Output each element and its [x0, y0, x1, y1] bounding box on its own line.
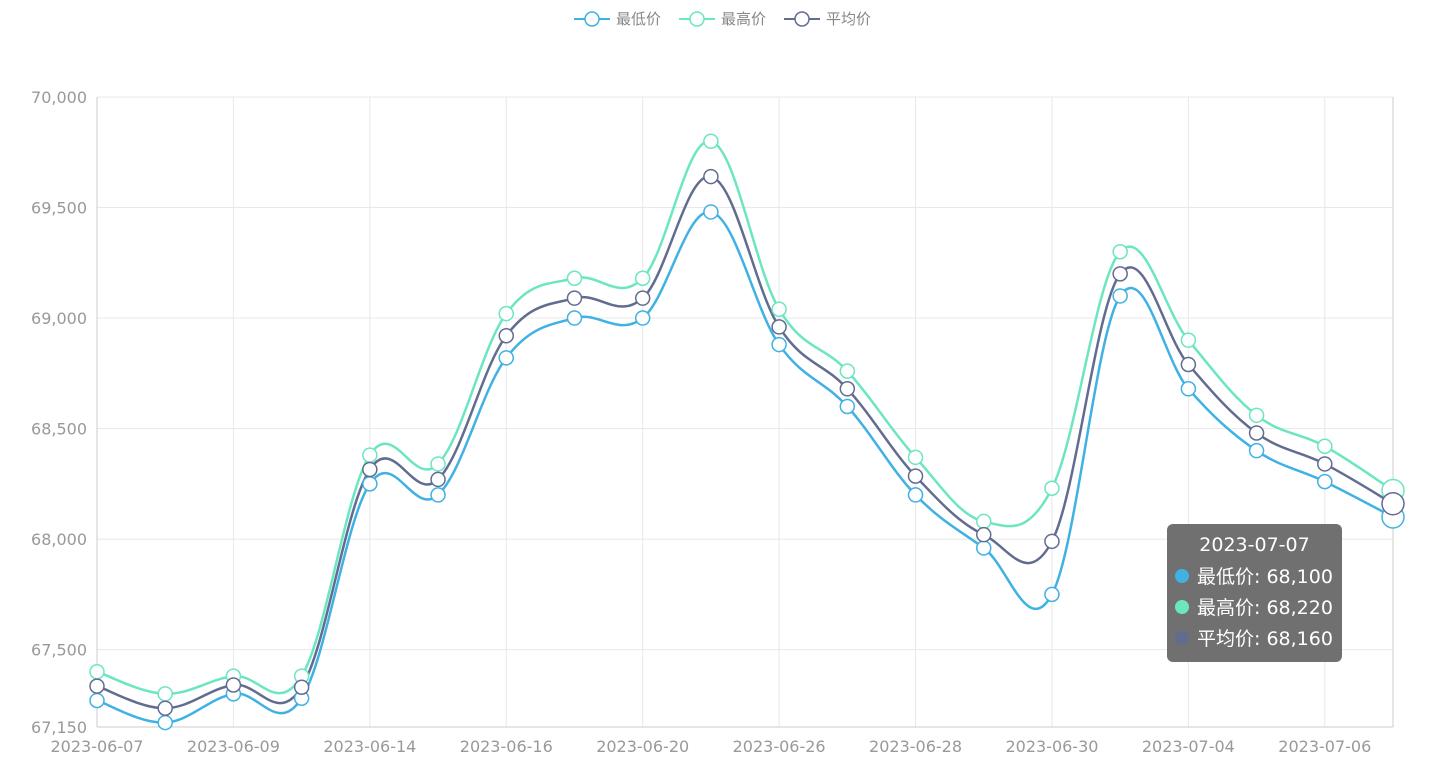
data-point-high — [771, 301, 787, 317]
x-tick-label: 2023-06-20 — [596, 737, 689, 756]
data-point-avg — [634, 290, 651, 306]
y-tick-label: 67,500 — [31, 641, 87, 660]
x-tick-label: 2023-06-14 — [323, 737, 416, 756]
data-point-high — [1180, 332, 1197, 348]
tooltip-dot-high-icon — [1175, 599, 1189, 614]
tooltip-date: 2023-07-07 — [1199, 534, 1310, 556]
data-point-high — [1044, 480, 1060, 497]
data-point-avg — [157, 700, 173, 716]
data-point-low — [498, 350, 515, 366]
data-point-low — [839, 398, 856, 415]
data-point-avg — [1180, 356, 1197, 373]
data-point-avg — [1381, 491, 1405, 516]
data-point-high — [634, 270, 651, 287]
y-tick-label: 69,000 — [31, 309, 87, 328]
tooltip-row-low: 最低价: 68,100 — [1175, 560, 1342, 591]
x-tick-label: 2023-06-26 — [733, 737, 826, 756]
series-line-low — [96, 210, 1394, 724]
data-point-low — [634, 310, 651, 326]
tooltip-row-high: 最高价: 68,220 — [1175, 591, 1342, 622]
tooltip-label-high: 最高价: 68,220 — [1197, 597, 1333, 619]
data-point-avg — [225, 677, 242, 693]
data-point-avg — [89, 678, 105, 694]
data-point-low — [430, 487, 446, 503]
data-point-low — [1248, 442, 1265, 459]
data-point-low — [975, 540, 992, 556]
data-point-avg — [362, 461, 378, 478]
legend-item-high[interactable]: 最高价 — [678, 8, 766, 29]
x-tick-label: 2023-07-06 — [1278, 737, 1371, 756]
tooltip-label-avg: 平均价: 68,160 — [1197, 628, 1333, 650]
x-tick-label: 2023-06-16 — [460, 737, 553, 756]
x-tick-label: 2023-06-07 — [51, 737, 144, 756]
data-point-avg — [498, 327, 515, 344]
x-tick-label: 2023-07-04 — [1142, 737, 1235, 756]
data-point-high — [1112, 243, 1128, 260]
series-line-avg — [96, 175, 1394, 710]
data-point-avg — [839, 381, 856, 397]
data-point-avg — [1044, 533, 1060, 550]
tooltip-label-low: 最低价: 68,100 — [1197, 566, 1333, 588]
data-point-high — [975, 513, 992, 530]
legend-label-low: 最低价 — [615, 10, 661, 28]
data-point-avg — [771, 319, 787, 335]
data-point-avg — [293, 679, 310, 695]
data-point-low — [771, 336, 787, 353]
data-point-high — [907, 449, 924, 466]
legend-label-avg: 平均价 — [826, 10, 872, 28]
y-tick-label: 69,500 — [31, 199, 87, 218]
legend-item-avg[interactable]: 平均价 — [784, 8, 871, 29]
data-point-avg — [907, 468, 924, 484]
data-point-low — [1317, 473, 1333, 490]
data-point-high — [1248, 407, 1265, 424]
x-tick-label: 2023-06-28 — [869, 737, 962, 756]
data-point-avg — [566, 290, 583, 306]
x-tick-label: 2023-06-30 — [1005, 737, 1098, 756]
legend-label-high: 最高价 — [720, 10, 766, 28]
y-tick-label: 68,500 — [31, 420, 87, 439]
data-point-high — [157, 686, 173, 702]
legend-item-low[interactable]: 最低价 — [573, 8, 661, 29]
data-point-high — [498, 305, 515, 322]
tooltip-row-avg: 平均价: 68,160 — [1175, 622, 1342, 653]
tooltip-dot-low-icon — [1175, 568, 1189, 583]
data-point-avg — [1112, 266, 1128, 282]
data-point-high — [89, 663, 105, 680]
data-point-high — [430, 456, 446, 472]
legend: 最低价 最高价 平均价 — [0, 8, 1445, 29]
data-point-avg — [1317, 456, 1333, 472]
y-tick-label: 70,000 — [31, 88, 87, 107]
legend-marker-avg-icon — [784, 10, 820, 27]
data-point-high — [1317, 438, 1333, 455]
data-point-low — [703, 204, 719, 220]
legend-marker-low-icon — [573, 10, 610, 27]
data-point-high — [703, 133, 719, 149]
data-point-high — [362, 447, 378, 463]
data-point-low — [1180, 381, 1197, 397]
tooltip: 2023-07-07 最低价: 68,100 最高价: 68,220 平均价: … — [1167, 524, 1342, 662]
x-tick-label: 2023-06-09 — [187, 737, 280, 756]
legend-marker-high-icon — [678, 10, 715, 27]
data-point-low — [907, 487, 924, 503]
data-point-low — [89, 692, 105, 709]
series-line-high — [96, 139, 1394, 696]
data-point-low — [1044, 586, 1060, 603]
data-point-high — [839, 363, 856, 379]
tooltip-dot-avg-icon — [1175, 630, 1189, 645]
y-tick-label: 67,150 — [31, 718, 87, 737]
data-point-avg — [430, 471, 446, 488]
y-tick-label: 68,000 — [31, 530, 87, 549]
data-point-avg — [703, 168, 719, 185]
data-point-low — [1112, 288, 1128, 304]
data-point-avg — [975, 526, 992, 543]
data-point-avg — [1248, 425, 1265, 441]
data-point-low — [566, 310, 583, 326]
data-point-low — [362, 476, 378, 492]
data-point-low — [157, 714, 173, 731]
data-point-high — [566, 270, 583, 287]
